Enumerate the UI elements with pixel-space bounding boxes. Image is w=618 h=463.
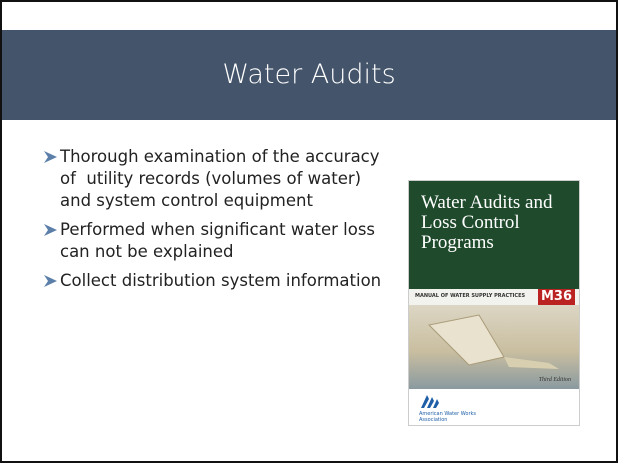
- boat-shadow: [504, 357, 559, 369]
- publisher-logo: [419, 393, 441, 409]
- book-series: MANUAL OF WATER SUPPLY PRACTICES: [415, 293, 525, 299]
- boat: [429, 315, 504, 365]
- book-edition: Third Edition: [539, 377, 571, 383]
- logo-shape: [421, 395, 439, 408]
- slide-title: Water Audits: [2, 30, 616, 120]
- book-title: Water Audits and Loss Control Programs: [421, 193, 571, 253]
- bullet-item: Thorough examination of the accuracy of …: [44, 146, 396, 212]
- bullet-text: Collect distribution system information: [60, 271, 381, 290]
- arrow-shape: [44, 151, 57, 163]
- series-strip: MANUAL OF WATER SUPPLY PRACTICES M36: [409, 289, 579, 305]
- bullet-arrow: [44, 275, 57, 287]
- book-publisher: American Water Works Association: [419, 411, 489, 423]
- arrow-shape: [44, 224, 57, 236]
- bullet-text: Performed when significant water loss ca…: [60, 220, 380, 261]
- bullet-item: Collect distribution system information: [44, 270, 396, 292]
- cover-top: Water Audits and Loss Control Programs: [409, 181, 579, 291]
- book-cover: Water Audits and Loss Control Programs M…: [408, 180, 580, 426]
- slide: Water Audits Thorough examination of the…: [0, 0, 618, 463]
- arrow-shape: [44, 275, 57, 287]
- bullet-text: Thorough examination of the accuracy of …: [60, 147, 385, 210]
- bullet-arrow: [44, 151, 57, 163]
- bullet-item: Performed when significant water loss ca…: [44, 219, 396, 263]
- bullet-list: Thorough examination of the accuracy of …: [44, 146, 396, 299]
- book-number: M36: [538, 289, 575, 305]
- bullet-arrow: [44, 224, 57, 236]
- header-band: Water Audits: [2, 30, 616, 120]
